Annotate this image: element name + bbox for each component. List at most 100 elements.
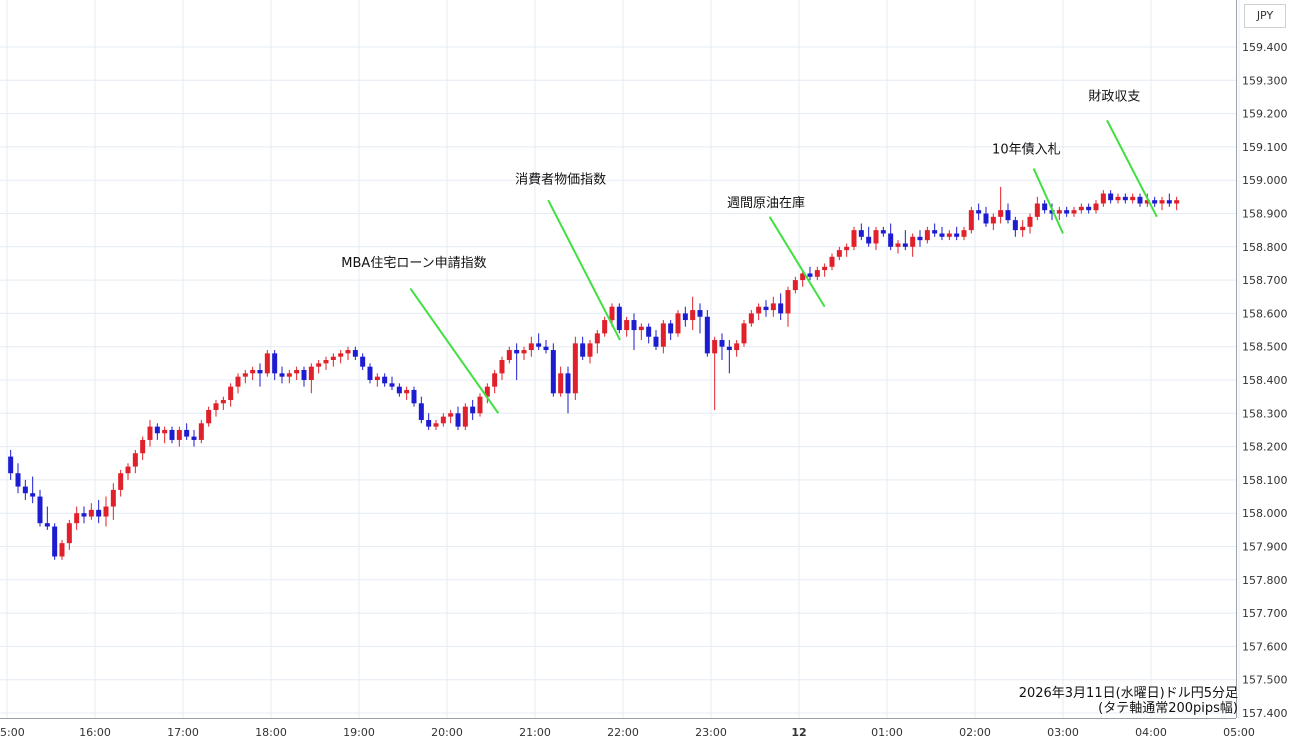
candle — [1071, 206, 1077, 217]
candle — [910, 233, 916, 257]
candle-body — [756, 306, 762, 314]
candle-body — [316, 363, 322, 367]
candle-body — [301, 370, 307, 380]
currency-label[interactable]: JPY — [1244, 4, 1286, 28]
candle-body — [154, 426, 160, 434]
candle — [785, 286, 791, 327]
candle — [1012, 216, 1018, 237]
candle-body — [506, 350, 512, 361]
candle-body — [8, 456, 14, 474]
candle-body — [418, 403, 424, 420]
candle-body — [279, 373, 285, 377]
candle-body — [1152, 200, 1158, 204]
candle-body — [294, 370, 300, 374]
candle-body — [433, 423, 439, 427]
candle-body — [235, 376, 241, 387]
y-tick-label: 158.100 — [1242, 474, 1288, 487]
candle-body — [697, 310, 703, 317]
candle — [301, 366, 307, 387]
candle-body — [59, 543, 65, 557]
x-tick-label: 19:00 — [343, 726, 375, 739]
candle — [279, 366, 285, 384]
candle-body — [1137, 196, 1143, 204]
candle-body — [426, 419, 432, 427]
candle — [8, 449, 14, 480]
candle — [250, 366, 256, 380]
candle — [726, 340, 732, 374]
candle — [1078, 203, 1084, 214]
candle-body — [638, 326, 644, 331]
annotation-pointer-line — [409, 287, 500, 414]
candle — [778, 293, 784, 321]
candle-body — [528, 343, 534, 351]
y-tick-label: 157.400 — [1242, 707, 1288, 720]
y-tick-label: 158.000 — [1242, 507, 1288, 520]
candle-body — [609, 306, 615, 321]
candle — [668, 320, 674, 341]
candle-body — [242, 373, 248, 377]
candle-body — [814, 270, 820, 277]
candle-body — [844, 246, 850, 251]
candle — [37, 489, 43, 527]
x-tick-label: 02:00 — [959, 726, 991, 739]
y-tick-label: 158.700 — [1242, 274, 1288, 287]
candle — [44, 506, 50, 530]
candle-body — [330, 356, 336, 361]
candle — [1108, 190, 1114, 204]
candle — [66, 519, 72, 550]
candle — [763, 300, 769, 317]
candle — [924, 226, 930, 244]
candle — [140, 436, 146, 460]
candle-body — [352, 350, 358, 357]
candle — [418, 396, 424, 424]
candle-body — [594, 333, 600, 344]
candle-body — [1144, 200, 1150, 204]
candle — [514, 343, 520, 380]
y-tick-label: 157.700 — [1242, 607, 1288, 620]
candle-body — [1166, 200, 1172, 204]
candle-body — [690, 310, 696, 321]
candle-body — [675, 313, 681, 334]
candle-body — [976, 210, 982, 214]
candle — [697, 303, 703, 334]
candle — [30, 476, 36, 504]
x-tick-label: 22:00 — [607, 726, 639, 739]
candle — [1042, 200, 1048, 214]
candle — [411, 386, 417, 407]
candle-body — [323, 360, 329, 364]
caption-line-2: (タテ軸通常200pips幅) — [1098, 701, 1238, 716]
candle — [506, 346, 512, 364]
candle — [990, 213, 996, 231]
candle-body — [829, 256, 835, 267]
candle-body — [550, 350, 556, 394]
candle-body — [125, 466, 131, 474]
candle — [895, 240, 901, 254]
candle — [800, 270, 806, 287]
candle — [858, 223, 864, 241]
candle — [572, 336, 578, 400]
candle — [756, 303, 762, 321]
x-tick-label: 16:00 — [79, 726, 111, 739]
annotation-label: 財政収支 — [1088, 89, 1140, 104]
candle — [198, 419, 204, 444]
candle-body — [858, 230, 864, 237]
x-tick-label: 04:00 — [1135, 726, 1167, 739]
annotation-label: 10年債入札 — [992, 143, 1061, 158]
candle — [235, 373, 241, 394]
x-tick-label: 03:00 — [1047, 726, 1079, 739]
candle — [103, 496, 109, 527]
candle — [132, 449, 138, 474]
candle — [462, 403, 468, 430]
candle-body — [382, 376, 388, 384]
candle-body — [308, 366, 314, 380]
candle-body — [800, 273, 806, 281]
candle-body — [939, 233, 945, 237]
candle-body — [30, 493, 36, 497]
candle-body — [836, 250, 842, 257]
candle-body — [624, 320, 630, 331]
candle-body — [1012, 220, 1018, 231]
candle-body — [910, 236, 916, 247]
candle — [1005, 203, 1011, 224]
candle-body — [1071, 210, 1077, 214]
x-tick-label: 17:00 — [167, 726, 199, 739]
